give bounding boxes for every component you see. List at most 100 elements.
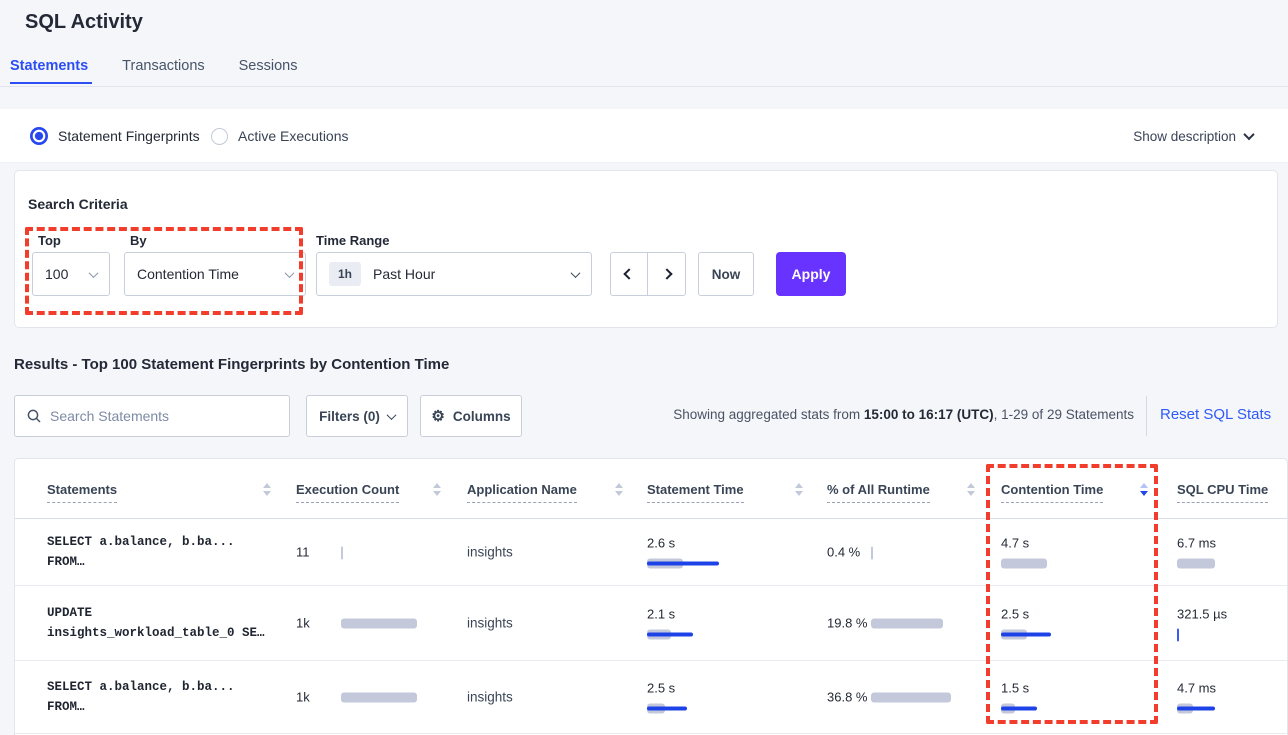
statement-line-2: insights_workload_table_0 SE… (47, 626, 265, 640)
statement-cell[interactable]: SELECT a.balance, b.ba... FROM… (47, 532, 235, 572)
chevron-down-icon (1243, 128, 1255, 141)
filters-button[interactable]: Filters (0) (306, 395, 408, 437)
bar-gray (1001, 558, 1047, 569)
column-header-application-name[interactable]: Application Name (467, 481, 577, 503)
by-select[interactable]: Contention Time (124, 252, 306, 296)
by-select-value: Contention Time (137, 266, 239, 282)
chevron-down-icon (284, 267, 295, 278)
prev-time-button[interactable] (611, 253, 648, 295)
apply-button[interactable]: Apply (776, 252, 846, 296)
execution-count-cell: 1k (296, 688, 431, 707)
statement-time-value: 2.1 s (647, 606, 676, 622)
now-button-label: Now (711, 266, 741, 282)
time-range-value: Past Hour (373, 266, 436, 282)
radio-active-executions[interactable]: Active Executions (211, 109, 349, 163)
top-select-value: 100 (45, 266, 69, 282)
sort-icon-of-all-runtime[interactable] (967, 483, 975, 496)
column-header-statements[interactable]: Statements (47, 481, 118, 503)
bar-blue-line (647, 706, 687, 710)
search-criteria-title: Search Criteria (28, 196, 128, 212)
column-header-label: Application Name (467, 482, 577, 503)
contention-time-cell: 4.7 s (1001, 535, 1101, 570)
top-label: Top (38, 233, 61, 248)
table-row[interactable]: SELECT a.balance, b.ba... FROM… 11 insights… (15, 519, 1287, 586)
sort-icon-application-name[interactable] (615, 483, 623, 496)
table-body: SELECT a.balance, b.ba... FROM… 11 insights… (15, 519, 1287, 734)
sql-cpu-time-cell: 321.5 µs (1177, 606, 1277, 642)
bar-tick (871, 546, 873, 559)
columns-button[interactable]: ⚙ Columns (420, 395, 522, 437)
gear-icon: ⚙ (431, 407, 445, 425)
time-range-nav (610, 252, 686, 296)
statement-line-1: UPDATE (47, 606, 93, 620)
bar-tick (1177, 628, 1179, 642)
column-header-statement-time[interactable]: Statement Time (647, 481, 744, 503)
time-range-select[interactable]: 1h Past Hour (316, 252, 592, 296)
statement-line-1: SELECT a.balance, b.ba... (47, 535, 235, 549)
bar-gray (341, 618, 417, 628)
sql-cpu-time-cell: 4.7 ms (1177, 680, 1277, 715)
application-name-cell: insights (467, 615, 513, 631)
sort-icon-statement-time[interactable] (795, 483, 803, 496)
next-time-button[interactable] (648, 253, 685, 295)
search-icon (27, 409, 41, 423)
execution-count-value: 1k (296, 615, 310, 631)
contention-time-cell: 2.5 s (1001, 606, 1101, 641)
column-header-of-all-runtime[interactable]: % of All Runtime (827, 481, 930, 503)
show-description-toggle[interactable]: Show description (1133, 109, 1255, 163)
column-header-label: Contention Time (1001, 482, 1104, 503)
top-select[interactable]: 100 (32, 252, 110, 296)
contention-time-value: 1.5 s (1001, 680, 1030, 696)
tab-statements[interactable]: Statements (10, 58, 93, 84)
bar-blue-line (1001, 632, 1051, 636)
page-title: SQL Activity (25, 11, 143, 33)
tab-bar: Statements Transactions Sessions (10, 58, 331, 84)
table-row[interactable]: UPDATE insights_workload_table_0 SE… 1k ins… (15, 586, 1287, 661)
chevron-left-icon (623, 268, 635, 280)
statement-time-cell: 2.5 s (647, 680, 747, 715)
radio-unselected-icon (211, 127, 228, 145)
search-statements-input[interactable] (50, 408, 260, 424)
statement-time-cell: 2.6 s (647, 535, 747, 570)
time-range-badge: 1h (329, 262, 362, 286)
statement-line-1: SELECT a.balance, b.ba... (47, 680, 235, 694)
reset-sql-stats-link[interactable]: Reset SQL Stats (1160, 406, 1272, 423)
statements-table: Statements Execution Count Application Nam… (14, 458, 1288, 735)
filters-button-label: Filters (0) (319, 408, 380, 424)
bar-blue-line (647, 561, 719, 565)
sort-icon-contention-time[interactable] (1140, 483, 1148, 496)
statement-line-2: FROM… (47, 555, 85, 569)
radio-statement-fingerprints[interactable]: Statement Fingerprints (30, 109, 200, 163)
radio-label: Statement Fingerprints (58, 128, 200, 144)
application-name-cell: insights (467, 544, 513, 560)
radio-label: Active Executions (238, 128, 349, 144)
bar-gray (871, 618, 943, 628)
chevron-down-icon (88, 267, 99, 278)
bar-gray (871, 692, 951, 702)
statement-cell[interactable]: UPDATE insights_workload_table_0 SE… (47, 603, 265, 643)
now-button[interactable]: Now (698, 252, 754, 296)
column-header-execution-count[interactable]: Execution Count (296, 481, 400, 503)
columns-button-label: Columns (452, 408, 511, 424)
sort-icon-statements[interactable] (263, 483, 271, 496)
tab-divider (0, 86, 1288, 87)
statement-cell[interactable]: SELECT a.balance, b.ba... FROM… (47, 677, 235, 717)
chevron-down-icon (386, 409, 397, 420)
divider (1146, 396, 1147, 436)
tab-sessions[interactable]: Sessions (238, 58, 298, 74)
chevron-right-icon (660, 268, 673, 280)
execution-count-value: 11 (296, 544, 310, 560)
column-header-label: Execution Count (296, 482, 400, 503)
sort-icon-execution-count[interactable] (433, 483, 441, 496)
tab-transactions[interactable]: Transactions (122, 58, 205, 74)
pct-runtime-cell: 0.4 % (827, 543, 961, 562)
application-name-cell: insights (467, 689, 513, 705)
column-header-label: SQL CPU Time (1177, 482, 1269, 503)
column-header-sql-cpu-time[interactable]: SQL CPU Time (1177, 481, 1269, 503)
table-header-row: Statements Execution Count Application Nam… (15, 459, 1287, 519)
column-header-contention-time[interactable]: Contention Time (1001, 481, 1104, 503)
statement-time-value: 2.6 s (647, 535, 676, 551)
bar-tick (341, 546, 343, 559)
table-row[interactable]: SELECT a.balance, b.ba... FROM… 1k insights… (15, 661, 1287, 734)
